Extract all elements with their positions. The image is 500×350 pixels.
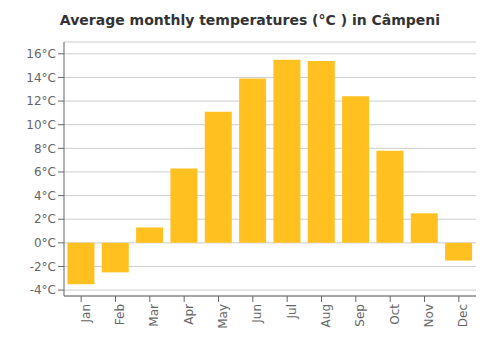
svg-text:4°C: 4°C bbox=[34, 189, 56, 203]
svg-text:Apr: Apr bbox=[182, 304, 196, 325]
svg-text:14°C: 14°C bbox=[26, 71, 56, 85]
html-text:Average monthly temperatures (: Average monthly temperatures (°C ) in Câ… bbox=[59, 12, 441, 28]
svg-text:Jul: Jul bbox=[285, 304, 299, 319]
svg-text:Oct: Oct bbox=[388, 304, 402, 325]
svg-text:Sep: Sep bbox=[353, 304, 367, 327]
svg-text:-4°C: -4°C bbox=[30, 283, 56, 297]
svg-text:0°C: 0°C bbox=[34, 236, 56, 250]
svg-text:6°C: 6°C bbox=[34, 165, 56, 179]
svg-text:Nov: Nov bbox=[422, 304, 436, 327]
svg-text:2°C: 2°C bbox=[34, 212, 56, 226]
svg-text:Dec: Dec bbox=[456, 304, 470, 327]
svg-text:8°C: 8°C bbox=[34, 142, 56, 156]
svg-text:Mar: Mar bbox=[147, 304, 161, 327]
svg-text:-2°C: -2°C bbox=[30, 260, 56, 274]
svg-text:Aug: Aug bbox=[319, 304, 333, 327]
svg-text:12°C: 12°C bbox=[26, 94, 56, 108]
svg-text:Jun: Jun bbox=[250, 304, 264, 324]
svg-text:16°C: 16°C bbox=[26, 47, 56, 61]
svg-text:10°C: 10°C bbox=[26, 118, 56, 132]
svg-text:Jan: Jan bbox=[79, 304, 93, 324]
svg-text:Feb: Feb bbox=[113, 304, 127, 325]
svg-text:May: May bbox=[216, 304, 230, 329]
